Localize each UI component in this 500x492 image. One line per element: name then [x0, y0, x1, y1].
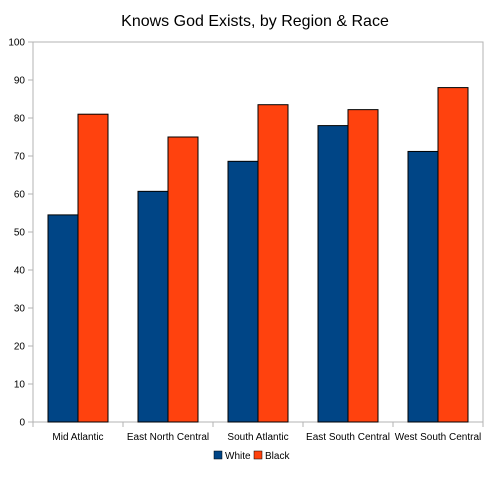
y-axis: 0 10 20 30 40 50 60 70 80 90 100	[8, 38, 33, 429]
bar-white	[137, 190, 169, 423]
x-tick-label: East North Central	[127, 432, 209, 443]
y-tick-label: 90	[14, 76, 26, 87]
plot-area	[32, 41, 484, 423]
y-tick-label: 10	[14, 380, 26, 391]
x-axis: Mid Atlantic East North Central South Atla…	[32, 422, 484, 443]
bar-black	[437, 87, 469, 423]
bar-white	[227, 160, 259, 423]
y-tick-label: 60	[14, 190, 26, 201]
bar-white	[317, 125, 349, 423]
y-tick-label: 30	[14, 304, 26, 315]
bar-black	[257, 104, 289, 423]
bar-black	[347, 109, 379, 423]
legend-swatch-black	[253, 450, 263, 460]
chart-title: Knows God Exists, by Region & Race	[121, 13, 389, 30]
x-tick-label: Mid Atlantic	[52, 432, 103, 443]
bar-white	[407, 150, 439, 423]
x-tick-label: South Atlantic	[227, 432, 288, 443]
legend-label-white: White	[225, 451, 251, 462]
bar-black	[77, 113, 109, 423]
legend-swatch-white	[213, 450, 223, 460]
y-tick-label: 80	[14, 114, 26, 125]
x-tick-label: West South Central	[395, 432, 482, 443]
y-tick-label: 70	[14, 152, 26, 163]
legend: White Black	[213, 450, 290, 462]
y-tick-label: 100	[8, 38, 25, 49]
y-tick-label: 0	[19, 418, 25, 429]
bar-white	[47, 214, 79, 423]
y-tick-label: 20	[14, 342, 26, 353]
legend-label-black: Black	[265, 451, 290, 462]
x-tick-label: East South Central	[306, 432, 390, 443]
y-tick-label: 40	[14, 266, 26, 277]
y-tick-label: 50	[14, 228, 26, 239]
bar-black	[167, 136, 199, 423]
